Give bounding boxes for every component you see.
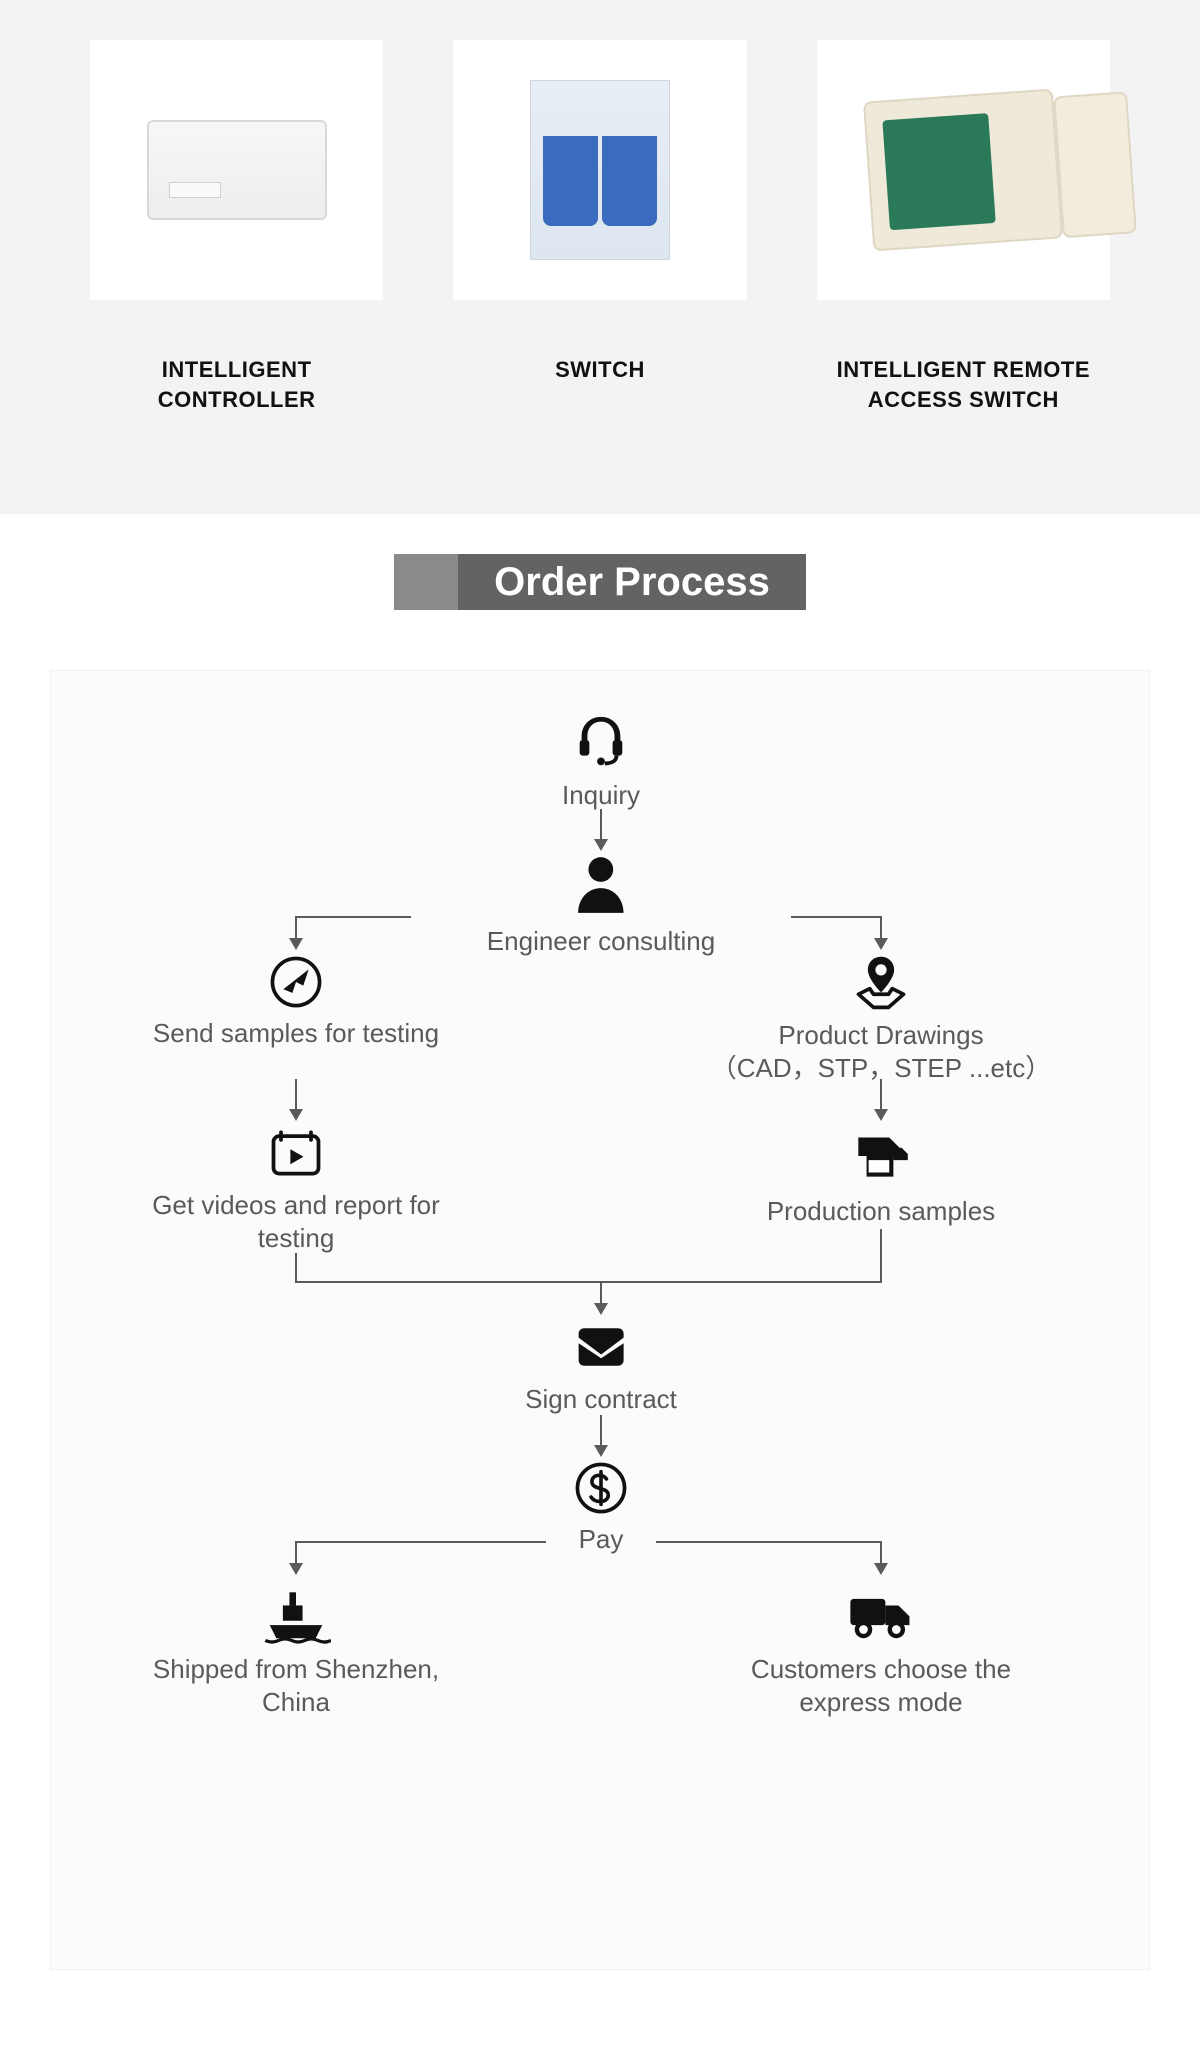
arrow xyxy=(656,1541,882,1543)
arrow-head xyxy=(289,1563,303,1575)
arrow xyxy=(600,809,602,839)
node-express: Customers choose the express mode xyxy=(711,1577,1051,1718)
product-card-remote: INTELLIGENT REMOTE ACCESS SWITCH xyxy=(817,40,1110,414)
node-sign: Sign contract xyxy=(525,1317,677,1416)
machine-icon xyxy=(721,1123,1041,1189)
arrow xyxy=(295,916,297,938)
product-label: INTELLIGENT CONTROLLER xyxy=(90,355,383,414)
product-image xyxy=(90,40,383,300)
heading-lead-block xyxy=(394,554,464,610)
remote-image-placeholder xyxy=(863,89,1063,252)
order-process-flowchart: Inquiry Engineer consulting Send samples… xyxy=(50,670,1150,1970)
arrow xyxy=(296,1541,546,1543)
controller-image-placeholder xyxy=(147,120,327,220)
node-samples: Send samples for testing xyxy=(146,953,446,1050)
arrow xyxy=(600,1415,602,1445)
video-icon xyxy=(136,1123,456,1183)
arrow xyxy=(880,1229,882,1281)
node-label: Production samples xyxy=(721,1195,1041,1228)
dollar-circle-icon xyxy=(572,1459,630,1517)
node-drawings: Product Drawings （CAD，STP，STEP ...etc） xyxy=(671,953,1091,1084)
product-card-controller: INTELLIGENT CONTROLLER xyxy=(90,40,383,414)
product-card-switch: SWITCH xyxy=(453,40,746,414)
product-label: SWITCH xyxy=(453,355,746,385)
arrow xyxy=(880,916,882,938)
arrow-head xyxy=(289,938,303,950)
map-pin-icon xyxy=(671,953,1091,1013)
arrow-head xyxy=(594,839,608,851)
node-label: Customers choose the express mode xyxy=(711,1653,1051,1718)
products-row: INTELLIGENT CONTROLLER SWITCH INTELLIGEN… xyxy=(90,40,1110,414)
node-label: Product Drawings xyxy=(671,1019,1091,1052)
plane-circle-icon xyxy=(146,953,446,1011)
arrow xyxy=(295,1541,297,1563)
arrow xyxy=(880,1541,882,1563)
arrow xyxy=(296,916,411,918)
node-engineer: Engineer consulting xyxy=(487,853,715,958)
arrow xyxy=(295,1281,882,1283)
arrow-head xyxy=(594,1303,608,1315)
arrow xyxy=(295,1253,297,1281)
node-label: Pay xyxy=(572,1523,630,1556)
node-pay: Pay xyxy=(572,1459,630,1556)
order-process-heading-wrap: Order Process xyxy=(0,514,1200,630)
node-ship: Shipped from Shenzhen, China xyxy=(126,1577,466,1718)
node-videos: Get videos and report for testing xyxy=(136,1123,456,1254)
product-image xyxy=(817,40,1110,300)
node-label: Get videos and report for testing xyxy=(136,1189,456,1254)
node-label: Inquiry xyxy=(562,779,640,812)
arrow-head xyxy=(874,938,888,950)
product-image xyxy=(453,40,746,300)
person-icon xyxy=(487,853,715,919)
node-prod: Production samples xyxy=(721,1123,1041,1228)
truck-icon xyxy=(711,1577,1051,1647)
arrow xyxy=(600,1281,602,1303)
arrow-head xyxy=(289,1109,303,1121)
arrow-head xyxy=(874,1109,888,1121)
arrow xyxy=(791,916,881,918)
ship-icon xyxy=(126,1577,466,1647)
envelope-icon xyxy=(525,1317,677,1377)
arrow xyxy=(295,1079,297,1109)
node-label: Send samples for testing xyxy=(146,1017,446,1050)
arrow-head xyxy=(594,1445,608,1457)
node-label: Sign contract xyxy=(525,1383,677,1416)
arrow xyxy=(880,1079,882,1109)
headset-icon xyxy=(562,711,640,773)
node-inquiry: Inquiry xyxy=(562,711,640,812)
arrow-head xyxy=(874,1563,888,1575)
node-label: Shipped from Shenzhen, China xyxy=(126,1653,466,1718)
product-label: INTELLIGENT REMOTE ACCESS SWITCH xyxy=(817,355,1110,414)
switch-image-placeholder xyxy=(530,80,670,260)
order-process-heading: Order Process xyxy=(458,554,806,610)
products-section: INTELLIGENT CONTROLLER SWITCH INTELLIGEN… xyxy=(0,0,1200,514)
